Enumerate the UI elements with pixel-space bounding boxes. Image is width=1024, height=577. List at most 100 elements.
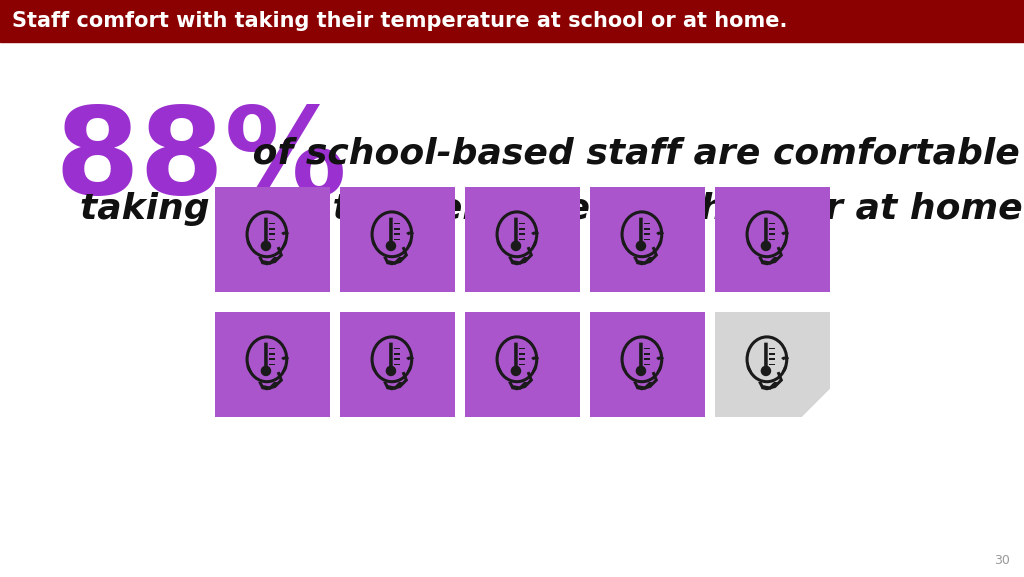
Bar bbox=[269, 239, 274, 240]
Bar bbox=[622, 371, 666, 383]
Bar bbox=[769, 239, 775, 240]
Ellipse shape bbox=[622, 212, 662, 257]
Polygon shape bbox=[257, 377, 279, 388]
Ellipse shape bbox=[372, 337, 412, 382]
Bar bbox=[215, 312, 330, 417]
Bar bbox=[247, 246, 290, 257]
Bar bbox=[497, 246, 541, 257]
Polygon shape bbox=[632, 377, 653, 388]
Bar bbox=[394, 348, 399, 349]
Bar bbox=[269, 364, 274, 365]
Bar bbox=[519, 348, 524, 349]
Bar bbox=[769, 353, 775, 355]
Bar bbox=[590, 187, 705, 292]
Polygon shape bbox=[507, 377, 528, 388]
Bar bbox=[715, 187, 830, 292]
Bar bbox=[644, 228, 650, 230]
FancyBboxPatch shape bbox=[764, 218, 768, 243]
Bar bbox=[746, 246, 791, 257]
Bar bbox=[519, 234, 524, 235]
Circle shape bbox=[761, 241, 771, 251]
Polygon shape bbox=[715, 312, 830, 417]
FancyBboxPatch shape bbox=[639, 343, 643, 368]
Bar bbox=[519, 364, 524, 365]
Bar bbox=[769, 234, 775, 235]
Polygon shape bbox=[257, 252, 279, 263]
Ellipse shape bbox=[748, 212, 786, 257]
Bar bbox=[590, 312, 705, 417]
Circle shape bbox=[261, 241, 271, 251]
Bar bbox=[340, 312, 455, 417]
Polygon shape bbox=[802, 389, 830, 417]
Text: of school-based staff are comfortable: of school-based staff are comfortable bbox=[240, 137, 1020, 171]
FancyBboxPatch shape bbox=[639, 218, 643, 243]
Polygon shape bbox=[507, 252, 528, 263]
Bar bbox=[247, 371, 290, 383]
Ellipse shape bbox=[748, 337, 786, 382]
Bar bbox=[644, 364, 650, 365]
Circle shape bbox=[386, 366, 396, 376]
Bar bbox=[394, 358, 399, 360]
Bar bbox=[215, 187, 330, 292]
Bar bbox=[769, 228, 775, 230]
Text: Staff comfort with taking their temperature at school or at home.: Staff comfort with taking their temperat… bbox=[12, 11, 787, 31]
Bar bbox=[372, 246, 416, 257]
FancyBboxPatch shape bbox=[264, 218, 267, 243]
Bar bbox=[519, 358, 524, 360]
Ellipse shape bbox=[372, 212, 412, 257]
Bar bbox=[0, 0, 1024, 42]
Bar bbox=[394, 234, 399, 235]
Ellipse shape bbox=[247, 212, 287, 257]
Bar bbox=[644, 223, 650, 224]
Circle shape bbox=[636, 241, 646, 251]
Bar bbox=[269, 353, 274, 355]
Bar bbox=[394, 239, 399, 240]
Circle shape bbox=[511, 366, 521, 376]
Bar bbox=[644, 234, 650, 235]
Polygon shape bbox=[758, 377, 778, 388]
Polygon shape bbox=[382, 377, 403, 388]
Polygon shape bbox=[632, 252, 653, 263]
Ellipse shape bbox=[497, 337, 537, 382]
Circle shape bbox=[386, 241, 396, 251]
Bar bbox=[644, 348, 650, 349]
Bar bbox=[769, 223, 775, 224]
Bar bbox=[269, 234, 274, 235]
FancyBboxPatch shape bbox=[389, 218, 393, 243]
Circle shape bbox=[261, 366, 271, 376]
Bar bbox=[269, 358, 274, 360]
Bar bbox=[644, 358, 650, 360]
Bar bbox=[465, 187, 580, 292]
Text: 88%: 88% bbox=[55, 102, 348, 219]
Ellipse shape bbox=[247, 337, 287, 382]
Text: taking their temperature at school or at home: taking their temperature at school or at… bbox=[80, 192, 1023, 226]
Bar bbox=[269, 223, 274, 224]
FancyBboxPatch shape bbox=[514, 343, 518, 368]
Circle shape bbox=[636, 366, 646, 376]
Bar bbox=[340, 187, 455, 292]
Bar bbox=[394, 228, 399, 230]
Circle shape bbox=[761, 366, 771, 376]
Bar bbox=[644, 239, 650, 240]
Bar bbox=[519, 353, 524, 355]
Ellipse shape bbox=[622, 337, 662, 382]
Bar bbox=[519, 228, 524, 230]
Ellipse shape bbox=[497, 212, 537, 257]
Bar bbox=[622, 246, 666, 257]
Bar bbox=[519, 239, 524, 240]
Bar bbox=[394, 223, 399, 224]
Bar bbox=[769, 358, 775, 360]
Bar bbox=[497, 371, 541, 383]
Bar bbox=[394, 353, 399, 355]
Bar bbox=[269, 228, 274, 230]
Bar bbox=[519, 223, 524, 224]
Polygon shape bbox=[382, 252, 403, 263]
FancyBboxPatch shape bbox=[389, 343, 393, 368]
Bar bbox=[394, 364, 399, 365]
FancyBboxPatch shape bbox=[514, 218, 518, 243]
Bar bbox=[769, 364, 775, 365]
Bar bbox=[746, 371, 791, 383]
Bar bbox=[465, 312, 580, 417]
Polygon shape bbox=[758, 252, 778, 263]
FancyBboxPatch shape bbox=[264, 343, 267, 368]
